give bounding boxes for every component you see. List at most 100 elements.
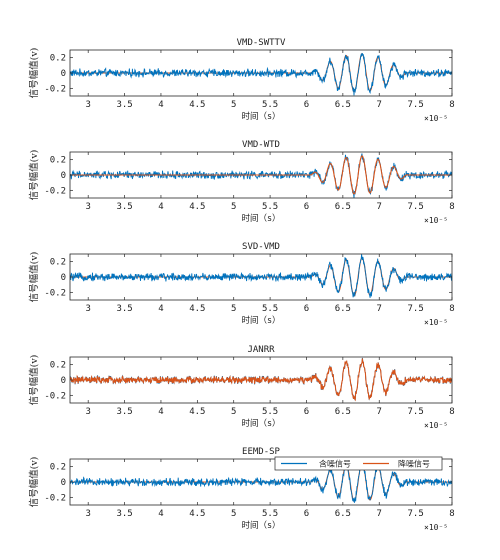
y-tick-label: 0.2 <box>50 463 66 473</box>
x-axis-exponent: ×10⁻⁵ <box>424 523 448 532</box>
y-tick-label: 0.2 <box>50 54 66 64</box>
legend-label-noisy: 含噪信号 <box>319 459 351 469</box>
x-tick-label: 5 <box>231 100 236 110</box>
noisy-signal-line <box>70 461 452 503</box>
x-tick-label: 3 <box>85 202 90 212</box>
x-tick-label: 7.5 <box>407 509 423 519</box>
denoised-signal-line <box>70 155 452 195</box>
y-tick-label: 0 <box>61 376 66 386</box>
x-tick-label: 7 <box>377 100 382 110</box>
x-tick-label: 5.5 <box>262 100 278 110</box>
y-axis-label: 信号幅值(v) <box>28 457 40 508</box>
x-tick-label: 4.5 <box>189 100 205 110</box>
subplot-title: VMD-SWTTV <box>237 38 286 48</box>
x-tick-label: 7 <box>377 407 382 417</box>
x-tick-label: 4.5 <box>189 407 205 417</box>
y-tick-label: -0.2 <box>44 493 66 503</box>
x-tick-label: 6.5 <box>335 100 351 110</box>
y-tick-label: 0 <box>61 69 66 79</box>
x-tick-label: 8 <box>449 407 454 417</box>
y-axis-label: 信号幅值(v) <box>28 252 40 303</box>
y-tick-label: 0.2 <box>50 258 66 268</box>
x-tick-label: 5.5 <box>262 509 278 519</box>
x-tick-label: 6.5 <box>335 407 351 417</box>
y-axis-label: 信号幅值(v) <box>28 150 40 201</box>
x-tick-label: 3.5 <box>116 407 132 417</box>
y-axis-label: 信号幅值(v) <box>28 48 40 99</box>
y-tick-label: 0.2 <box>50 361 66 371</box>
noisy-signal-line <box>70 153 452 198</box>
y-tick-label: -0.2 <box>44 84 66 94</box>
x-tick-label: 7.5 <box>407 304 423 314</box>
x-tick-label: 4.5 <box>189 202 205 212</box>
y-tick-label: 0.2 <box>50 156 66 166</box>
x-tick-label: 4 <box>158 202 163 212</box>
x-tick-label: 3.5 <box>116 202 132 212</box>
x-tick-label: 4 <box>158 509 163 519</box>
y-tick-label: 0 <box>61 273 66 283</box>
x-tick-label: 7.5 <box>407 202 423 212</box>
x-tick-label: 7 <box>377 202 382 212</box>
x-tick-label: 5 <box>231 202 236 212</box>
x-tick-label: 3 <box>85 509 90 519</box>
x-tick-label: 6.5 <box>335 509 351 519</box>
x-axis-exponent: ×10⁻⁵ <box>424 114 448 123</box>
x-axis-exponent: ×10⁻⁵ <box>424 421 448 430</box>
subplot-title: VMD-WTD <box>242 140 280 150</box>
y-axis-label: 信号幅值(v) <box>28 355 40 406</box>
x-tick-label: 4 <box>158 100 163 110</box>
x-tick-label: 5 <box>231 304 236 314</box>
x-tick-label: 3.5 <box>116 100 132 110</box>
x-tick-label: 6.5 <box>335 202 351 212</box>
x-axis-label: 时间（s） <box>241 418 280 429</box>
x-tick-label: 3.5 <box>116 304 132 314</box>
x-tick-label: 8 <box>449 509 454 519</box>
y-tick-label: 0 <box>61 478 66 488</box>
x-tick-label: 4 <box>158 304 163 314</box>
x-tick-label: 5.5 <box>262 202 278 212</box>
x-tick-label: 4.5 <box>189 304 205 314</box>
x-tick-label: 8 <box>449 100 454 110</box>
legend: 含噪信号 降噪信号 <box>274 456 443 471</box>
noisy-signal-line <box>70 52 452 96</box>
x-tick-label: 8 <box>449 202 454 212</box>
subplot-title: JANRR <box>247 345 275 355</box>
x-tick-label: 7.5 <box>407 100 423 110</box>
x-tick-label: 8 <box>449 304 454 314</box>
legend-box <box>274 456 443 471</box>
x-tick-label: 4.5 <box>189 509 205 519</box>
y-tick-label: -0.2 <box>44 186 66 196</box>
x-tick-label: 5 <box>231 509 236 519</box>
x-tick-label: 5.5 <box>262 407 278 417</box>
y-tick-label: 0 <box>61 171 66 181</box>
x-axis-label: 时间（s） <box>241 213 280 224</box>
x-tick-label: 6 <box>304 100 309 110</box>
x-axis-label: 时间（s） <box>241 111 280 122</box>
x-tick-label: 6 <box>304 304 309 314</box>
subplot-4: JANRR 3 3.5 4 4.5 5 5.5 6 6.5 7 7.5 8 -0.2 0 0.2 时间（s） ×… <box>28 345 455 430</box>
x-tick-label: 3 <box>85 304 90 314</box>
subplot-title: EEMD-SP <box>242 447 281 457</box>
legend-label-denoised: 降噪信号 <box>398 459 430 469</box>
x-tick-label: 3 <box>85 100 90 110</box>
noisy-signal-line <box>70 254 452 298</box>
x-tick-label: 6 <box>304 407 309 417</box>
x-tick-label: 6 <box>304 202 309 212</box>
x-tick-label: 4 <box>158 407 163 417</box>
x-tick-label: 3.5 <box>116 509 132 519</box>
denoised-signal-line <box>70 358 452 402</box>
y-tick-label: -0.2 <box>44 391 66 401</box>
subplot-1: VMD-SWTTV 3 3.5 4 4.5 5 5.5 6 6.5 7 7.5 8 -0.2 0 0.2 时间… <box>28 38 455 123</box>
x-tick-label: 5 <box>231 407 236 417</box>
x-tick-label: 6.5 <box>335 304 351 314</box>
subplot-3: SVD-VMD 3 3.5 4 4.5 5 5.5 6 6.5 7 7.5 8 -0.2 0 0.2 时间（s… <box>28 242 455 327</box>
x-axis-label: 时间（s） <box>241 315 280 326</box>
x-tick-label: 6 <box>304 509 309 519</box>
x-tick-label: 7.5 <box>407 407 423 417</box>
x-tick-label: 5.5 <box>262 304 278 314</box>
subplot-2: VMD-WTD 3 3.5 4 4.5 5 5.5 6 6.5 7 7.5 8 -0.2 0 0.2 时间（s… <box>28 140 455 225</box>
y-tick-label: -0.2 <box>44 288 66 298</box>
subplot-title: SVD-VMD <box>242 242 280 252</box>
subplot-5: EEMD-SP 3 3.5 4 4.5 5 5.5 6 6.5 7 7.5 8 -0.2 0 0.2 时间（s… <box>28 447 455 532</box>
x-tick-label: 3 <box>85 407 90 417</box>
